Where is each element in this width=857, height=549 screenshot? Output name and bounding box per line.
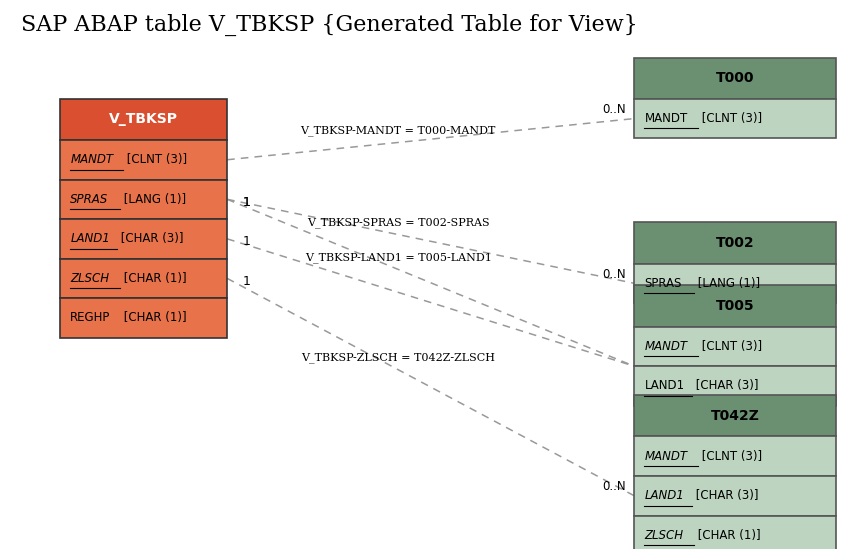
- Text: [LANG (1)]: [LANG (1)]: [120, 193, 186, 206]
- Text: T042Z: T042Z: [710, 409, 759, 423]
- Text: [CLNT (3)]: [CLNT (3)]: [698, 450, 762, 463]
- Text: SAP ABAP table V_TBKSP {Generated Table for View}: SAP ABAP table V_TBKSP {Generated Table …: [21, 14, 638, 36]
- Text: [CHAR (3)]: [CHAR (3)]: [117, 232, 184, 245]
- Text: T002: T002: [716, 236, 754, 250]
- Text: [CHAR (3)]: [CHAR (3)]: [692, 489, 758, 502]
- Text: ZLSCH: ZLSCH: [70, 272, 110, 285]
- Bar: [60, 259, 227, 298]
- Text: LAND1: LAND1: [644, 379, 685, 393]
- Bar: [60, 99, 227, 140]
- Bar: [634, 395, 836, 436]
- Text: 1: 1: [243, 195, 250, 209]
- Bar: [634, 58, 836, 99]
- Text: V_TBKSP-LAND1 = T005-LAND1: V_TBKSP-LAND1 = T005-LAND1: [304, 252, 492, 263]
- Text: 0..N: 0..N: [602, 103, 626, 116]
- Text: MANDT: MANDT: [644, 340, 687, 353]
- Text: REGHP: REGHP: [70, 311, 111, 324]
- Text: V_TBKSP: V_TBKSP: [109, 113, 178, 126]
- Text: [CHAR (1)]: [CHAR (1)]: [120, 272, 187, 285]
- Text: 1: 1: [243, 195, 250, 209]
- Text: 1: 1: [243, 235, 250, 248]
- Bar: [634, 327, 836, 366]
- Bar: [634, 366, 836, 406]
- Bar: [634, 222, 836, 264]
- Text: 0..N: 0..N: [602, 480, 626, 493]
- Text: [LANG (1)]: [LANG (1)]: [694, 277, 760, 290]
- Bar: [60, 219, 227, 259]
- Text: V_TBKSP-MANDT = T000-MANDT: V_TBKSP-MANDT = T000-MANDT: [301, 125, 495, 136]
- Bar: [60, 180, 227, 219]
- Text: T005: T005: [716, 299, 754, 313]
- Text: ZLSCH: ZLSCH: [644, 529, 684, 542]
- Text: LAND1: LAND1: [644, 489, 684, 502]
- Text: LAND1: LAND1: [70, 232, 110, 245]
- Text: V_TBKSP-SPRAS = T002-SPRAS: V_TBKSP-SPRAS = T002-SPRAS: [307, 217, 489, 228]
- Text: MANDT: MANDT: [70, 153, 113, 166]
- Bar: [60, 140, 227, 180]
- Text: V_TBKSP-ZLSCH = T042Z-ZLSCH: V_TBKSP-ZLSCH = T042Z-ZLSCH: [301, 352, 495, 363]
- Bar: [634, 436, 836, 476]
- Text: 1: 1: [243, 274, 250, 288]
- Text: [CLNT (3)]: [CLNT (3)]: [123, 153, 188, 166]
- Text: MANDT: MANDT: [644, 450, 687, 463]
- Text: T000: T000: [716, 71, 754, 85]
- Bar: [634, 476, 836, 516]
- Bar: [634, 516, 836, 549]
- Bar: [634, 285, 836, 327]
- Text: [CLNT (3)]: [CLNT (3)]: [698, 340, 762, 353]
- Text: [CHAR (3)]: [CHAR (3)]: [692, 379, 758, 393]
- Bar: [60, 298, 227, 338]
- Text: SPRAS: SPRAS: [70, 193, 109, 206]
- Text: SPRAS: SPRAS: [644, 277, 682, 290]
- Text: 0..N: 0..N: [602, 267, 626, 281]
- Text: MANDT: MANDT: [644, 112, 687, 125]
- Bar: [634, 99, 836, 138]
- Bar: [634, 264, 836, 303]
- Text: [CHAR (1)]: [CHAR (1)]: [694, 529, 761, 542]
- Text: [CLNT (3)]: [CLNT (3)]: [698, 112, 762, 125]
- Text: [CHAR (1)]: [CHAR (1)]: [120, 311, 187, 324]
